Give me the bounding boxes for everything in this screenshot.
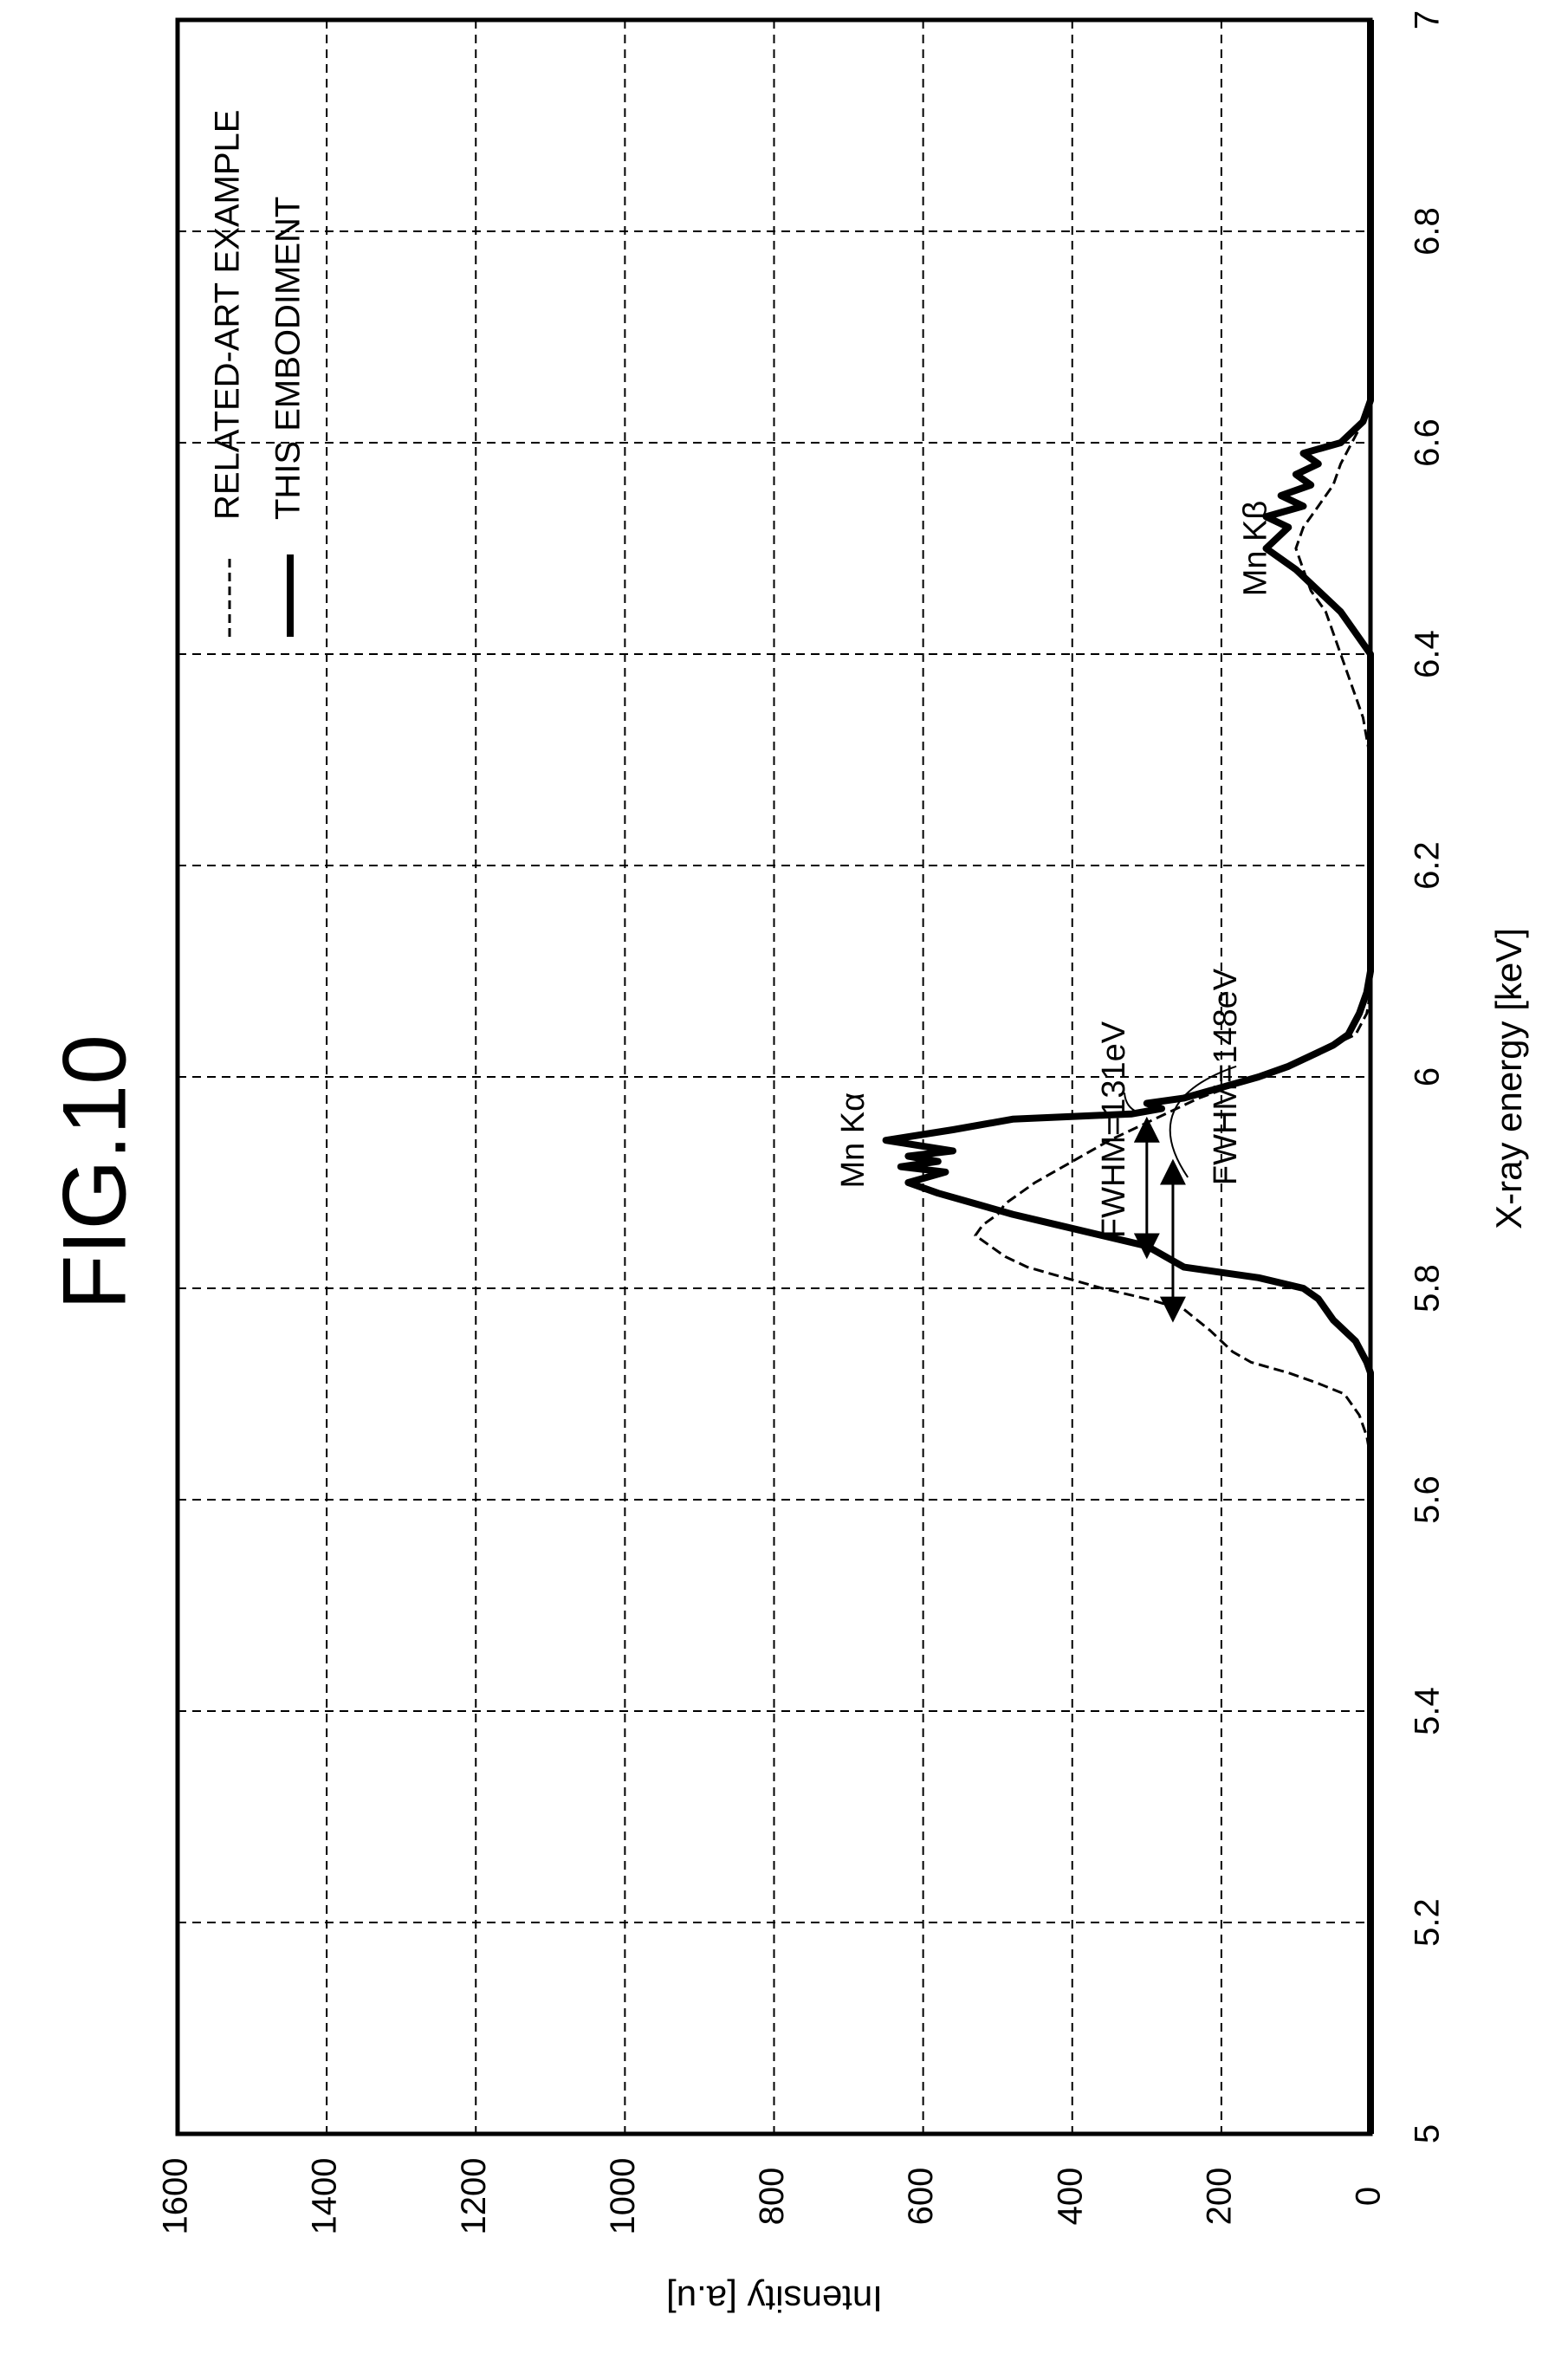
x-tick-label: 6 [1409,1067,1447,1086]
legend: RELATED-ART EXAMPLE THIS EMBODIMENT [209,110,308,637]
x-tick-label: 5 [1409,2124,1447,2143]
label-fwhm-131: FWHM=131eV [1096,1021,1132,1238]
x-tick-label: 5.8 [1409,1264,1447,1313]
y-tick-label: 600 [902,2168,940,2226]
x-tick-label: 6.6 [1409,418,1447,467]
label-fwhm-148: FWHM=148eV [1208,968,1244,1185]
x-tick-label: 5.6 [1409,1475,1447,1524]
x-tick-label: 6.4 [1409,630,1447,678]
label-mn-k-alpha: Mn Kα [835,1092,871,1189]
y-tick-label: 1200 [455,2158,493,2235]
y-tick-label: 1400 [306,2158,344,2235]
x-tick-label: 6.8 [1409,207,1447,256]
annotations: Mn Kα Mn Kβ FWHM=131eV FWHM=148eV [835,501,1274,1323]
y-tick-label: 1000 [604,2158,642,2235]
fwhm-131-leader [1123,1092,1144,1115]
y-axis-title: Intensity [a.u] [666,2279,883,2319]
x-tick-label: 5.4 [1409,1687,1447,1735]
y-tick-label: 400 [1051,2168,1089,2226]
x-axis-title: X-ray energy [keV] [1488,928,1529,1229]
legend-label-related-art: RELATED-ART EXAMPLE [209,110,247,520]
tick-labels: 5 5.2 5.4 5.6 5.8 6 6.2 6.4 6.6 6.8 7 0 200 400 600 800… [157,10,1447,2235]
plot-frame [175,17,1373,2136]
grid-lines [178,20,1370,2134]
label-mn-k-beta: Mn Kβ [1238,501,1274,597]
x-tick-label: 6.2 [1409,841,1447,890]
axis-titles: X-ray energy [keV] Intensity [a.u] [666,928,1529,2319]
legend-label-this-embodiment: THIS EMBODIMENT [269,197,308,520]
x-tick-label: 5.2 [1409,1898,1447,1947]
plot-border [175,17,1373,2136]
y-tick-label: 200 [1200,2168,1238,2226]
x-tick-label: 7 [1409,10,1447,29]
y-tick-label: 1600 [157,2158,195,2235]
fwhm-148-leader [1169,1065,1237,1178]
series-line-related-art [974,20,1372,2134]
y-tick-label: 0 [1350,2187,1388,2206]
y-tick-label: 800 [753,2168,791,2226]
